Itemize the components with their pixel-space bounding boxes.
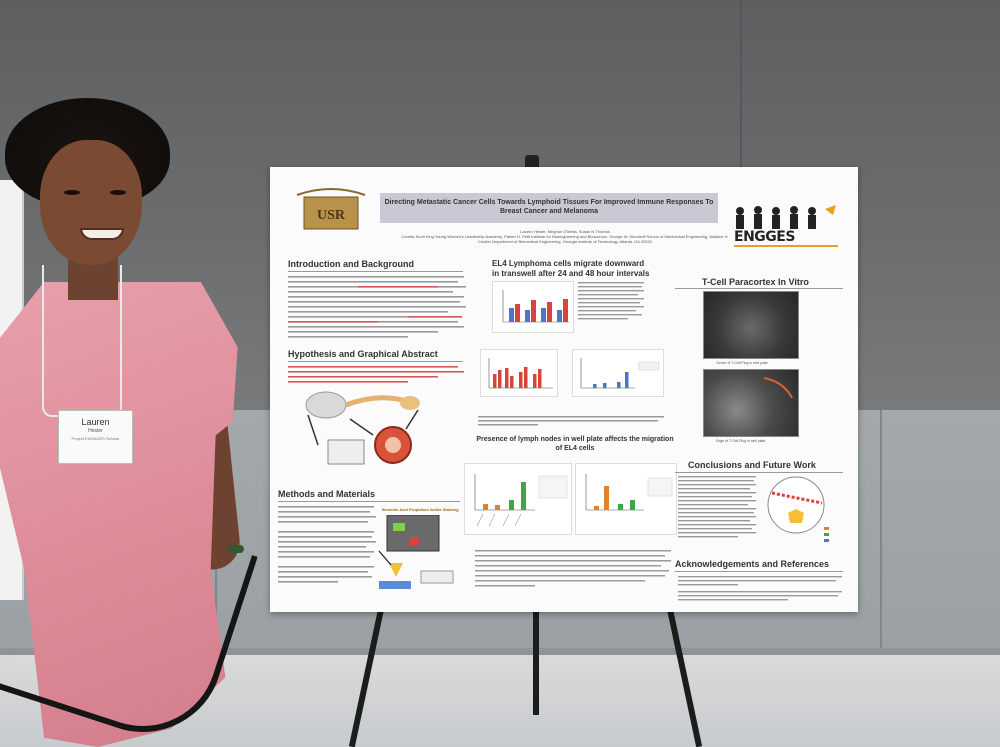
rule (675, 571, 843, 572)
intro-text-block (288, 275, 468, 345)
baseboard (0, 648, 1000, 658)
research-poster: USR Directing Metastatic Cancer Cells To… (270, 167, 858, 612)
rule (675, 288, 843, 289)
heading-methods: Methods and Materials (278, 489, 376, 499)
ack-text-graphic (678, 576, 842, 601)
engages-brand-text: ENGGES (734, 229, 795, 245)
smile (80, 228, 124, 240)
heading-ack: Acknowledgements and References (675, 559, 830, 569)
lanyard (42, 265, 122, 417)
face (40, 140, 142, 265)
bracelet (228, 545, 244, 553)
bar-chart-1-graphic (502, 290, 569, 323)
graphical-abstract-diagram (305, 391, 420, 465)
methods-text-graphic (278, 506, 376, 583)
bar-chart-2-graphic (488, 358, 553, 389)
panel-line (880, 410, 882, 660)
bar-chart-2 (480, 349, 558, 397)
badge-surname: Hester (88, 428, 103, 434)
rule (278, 501, 460, 502)
bar-chart-3-graphic (580, 358, 660, 389)
hypothesis-text-graphic (288, 366, 464, 383)
future-work-diagram (767, 476, 829, 542)
heading-intro: Introduction and Background (288, 259, 414, 269)
pink-dress (0, 282, 238, 747)
bar-chart-4-graphic (474, 474, 568, 527)
poster-title: Directing Metastatic Cancer Cells Toward… (380, 193, 718, 223)
badge-program: Project ENGAGES Scholar (71, 436, 120, 441)
left-eye (64, 190, 80, 195)
text-lines-graphic (288, 276, 466, 338)
staining-label: Bromide Acid Propidium Iodide Staining (382, 507, 459, 512)
academy-logo-icon: USR (296, 188, 366, 230)
bar-chart-5 (575, 463, 677, 535)
heading-hypothesis: Hypothesis and Graphical Abstract (288, 349, 438, 359)
rule (288, 271, 463, 272)
staining-diagram (378, 515, 454, 589)
badge-name: Lauren (81, 417, 110, 427)
heading-tcell: T-Cell Paracortex In Vitro (702, 277, 809, 287)
heading-lymph: Presence of lymph nodes in well plate af… (476, 436, 674, 452)
conclusions-text-graphic (678, 476, 756, 538)
tcell-caption-2: Edge of T-Cell Plug in well plate (716, 439, 766, 443)
right-eye (110, 190, 126, 195)
el4-text-graphic (578, 282, 644, 320)
svg-text:USR: USR (317, 208, 346, 223)
logo-underline (734, 245, 838, 247)
lymph-text-graphic (475, 550, 671, 587)
rule (675, 472, 843, 473)
name-badge: Lauren Hester Project ENGAGES Scholar (58, 410, 133, 464)
silhouettes-icon (736, 205, 836, 229)
heading-conclusions: Conclusions and Future Work (688, 460, 816, 470)
tcell-micrograph-center (703, 291, 799, 359)
bar-chart-5-graphic (585, 474, 673, 511)
el4-summary-graphic (478, 416, 664, 426)
bar-chart-4 (464, 463, 572, 535)
tcell-caption-1: Center of T-Cell Plug in well plate (716, 361, 768, 365)
bar-chart-1 (492, 281, 574, 333)
engages-logo: ENGGES (730, 205, 842, 249)
author-line: Lauren Hester, Meghan O'Melia, Susan N T… (520, 229, 610, 234)
poster-authors: Lauren Hester, Meghan O'Melia, Susan N T… (400, 229, 730, 244)
easel-leg-center (533, 600, 539, 715)
rule (288, 361, 463, 362)
heading-el4: EL4 Lymphoma cells migrate downward in t… (492, 259, 650, 278)
bar-chart-3 (572, 349, 664, 397)
affiliation-line: Coretta Scott King Young Women's Leaders… (401, 234, 729, 244)
edge-arc-graphic (763, 377, 793, 399)
tcell-micrograph-edge (703, 369, 799, 437)
